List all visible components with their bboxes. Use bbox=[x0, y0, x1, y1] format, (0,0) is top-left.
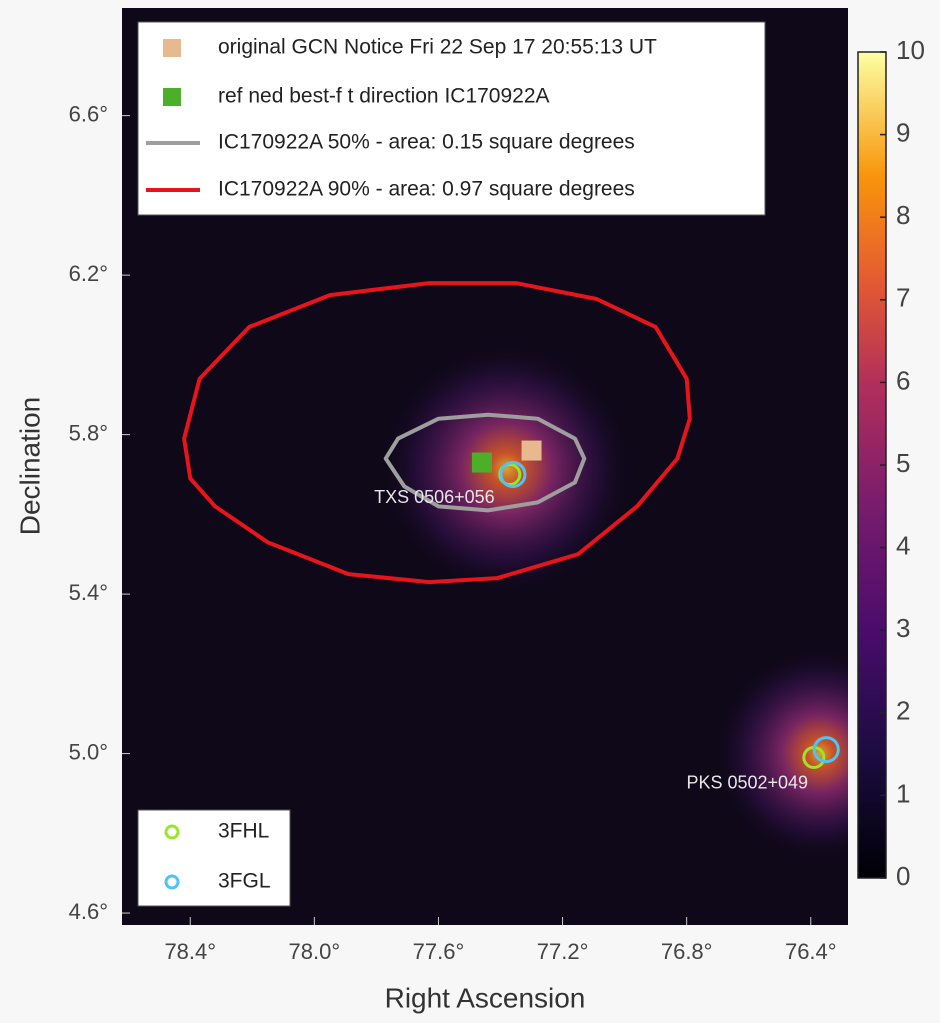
y-tick-label: 6.6° bbox=[69, 101, 108, 126]
colorbar-tick-label: 4 bbox=[896, 530, 910, 560]
source-label: PKS 0502+049 bbox=[686, 772, 808, 792]
y-axis-label: Declination bbox=[14, 397, 45, 536]
colorbar-tick-label: 0 bbox=[896, 861, 910, 891]
direction-marker bbox=[522, 441, 542, 461]
x-tick-label: 76.4° bbox=[785, 939, 837, 964]
colorbar-tick-label: 10 bbox=[896, 35, 925, 65]
legend-label: 3FGL bbox=[218, 870, 271, 893]
legend-label: original GCN Notice Fri 22 Sep 17 20:55:… bbox=[218, 36, 657, 59]
x-axis-label: Right Ascension bbox=[385, 982, 586, 1013]
legend-label: IC170922A 50% - area: 0.15 square degree… bbox=[218, 131, 635, 154]
x-tick-label: 78.0° bbox=[289, 939, 341, 964]
x-tick-label: 77.2° bbox=[537, 939, 589, 964]
y-tick-label: 4.6° bbox=[69, 899, 108, 924]
y-tick-label: 6.2° bbox=[69, 261, 108, 286]
source-label: TXS 0506+056 bbox=[374, 487, 495, 507]
colorbar-tick-label: 9 bbox=[896, 117, 910, 147]
colorbar-tick-label: 7 bbox=[896, 283, 910, 313]
x-tick-label: 78.4° bbox=[164, 939, 216, 964]
legend-marker bbox=[163, 88, 181, 106]
colorbar-tick-label: 3 bbox=[896, 613, 910, 643]
colorbar-tick-label: 2 bbox=[896, 696, 910, 726]
page: TXS 0506+056 PKS 0502+049 Right Ascension… bbox=[0, 0, 940, 1023]
legend-label: IC170922A 90% - area: 0.97 square degree… bbox=[218, 178, 635, 201]
colorbar-tick-label: 5 bbox=[896, 448, 910, 478]
chart: TXS 0506+056 PKS 0502+049 Right Ascension… bbox=[0, 0, 940, 1023]
legend-marker bbox=[163, 39, 181, 57]
legend-label: 3FHL bbox=[218, 820, 269, 843]
colorbar-tick-label: 8 bbox=[896, 200, 910, 230]
y-tick-label: 5.8° bbox=[69, 420, 108, 445]
colorbar-tick-label: 1 bbox=[896, 778, 910, 808]
y-tick-label: 5.0° bbox=[69, 739, 108, 764]
direction-marker bbox=[472, 453, 492, 473]
y-tick-label: 5.4° bbox=[69, 580, 108, 605]
x-tick-label: 77.6° bbox=[413, 939, 465, 964]
legend-label: ref ned best-f t direction IC170922A bbox=[218, 85, 550, 108]
colorbar-tick-label: 6 bbox=[896, 365, 910, 395]
source-glow bbox=[710, 644, 930, 864]
x-tick-label: 76.8° bbox=[661, 939, 713, 964]
source-glow bbox=[377, 338, 637, 598]
